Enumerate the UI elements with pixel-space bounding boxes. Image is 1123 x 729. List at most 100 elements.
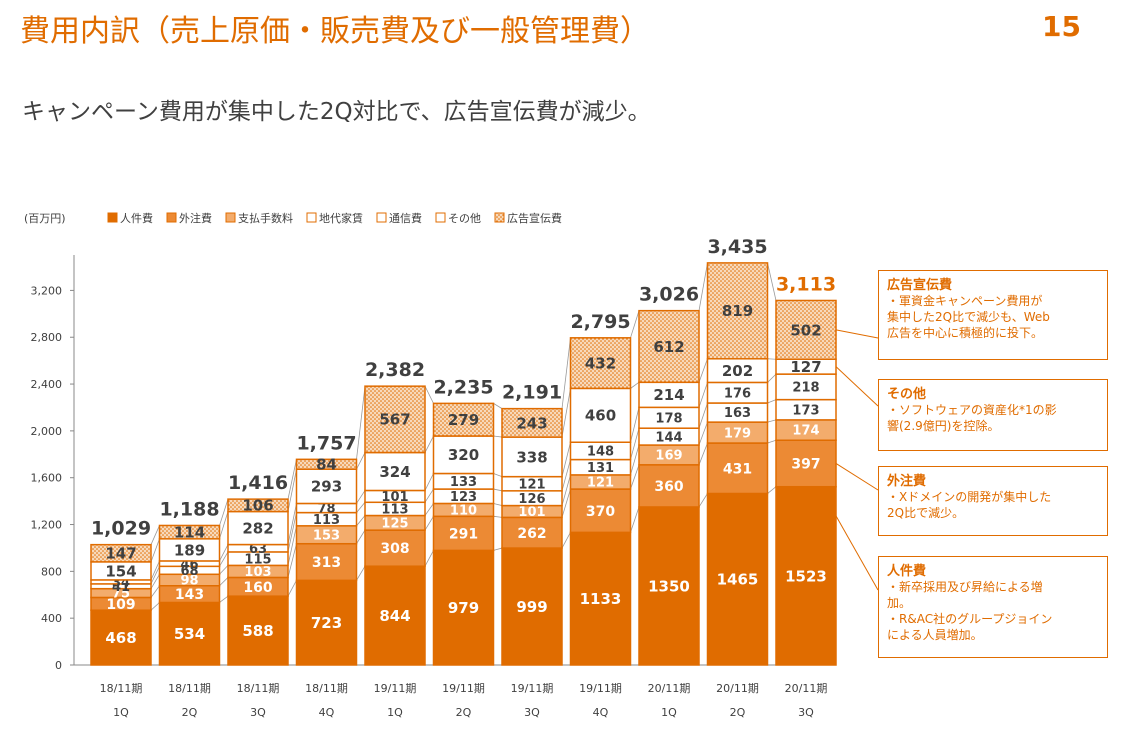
bar-segment — [432, 402, 495, 437]
series-connector — [767, 262, 777, 301]
legend-label: 外注費 — [179, 211, 212, 225]
data-label: 113 — [313, 513, 340, 528]
callout-labor: 人件費 ・新卒採用及び昇給による増 加。 ・R&AC社のグループジョイン による… — [878, 556, 1108, 658]
series-connector — [287, 543, 297, 578]
series-connector — [424, 435, 434, 453]
data-label: 313 — [312, 555, 341, 571]
total-label: 3,113 — [776, 273, 836, 295]
data-label: 460 — [585, 407, 616, 425]
total-label: 3,026 — [639, 284, 699, 306]
data-label: 979 — [448, 599, 479, 617]
series-connector — [150, 538, 160, 563]
y-tick-label: 1,200 — [31, 519, 63, 532]
series-connector — [356, 502, 366, 513]
total-label: 2,235 — [433, 376, 493, 398]
y-tick-label: 400 — [41, 612, 62, 625]
legend-swatch — [494, 212, 505, 223]
data-label: 106 — [242, 497, 273, 515]
data-label: 114 — [174, 524, 205, 542]
series-connector — [356, 490, 366, 504]
callout-outsourcing-body: ・Xドメインの開発が集中した 2Q比で減少。 — [887, 490, 1052, 520]
callout-advertising: 広告宣伝費 ・軍資金キャンペーン費用が 集中した2Q比で減少も、Web 広告を中… — [878, 270, 1108, 360]
bar-segment — [364, 529, 426, 567]
series-connector — [561, 388, 571, 438]
bar-segment — [90, 543, 152, 563]
callout-other-body: ・ソフトウェアの資産化*1の影 響(2.9億円)を控除。 — [887, 403, 1057, 433]
data-label: 567 — [379, 411, 410, 429]
data-label: 127 — [790, 358, 821, 376]
data-label: 1465 — [717, 571, 759, 589]
y-tick-label: 2,000 — [31, 425, 63, 438]
series-connector — [150, 560, 160, 581]
x-tick-label: 4Q — [593, 706, 609, 719]
data-label: 431 — [723, 461, 752, 477]
data-label: 173 — [792, 403, 819, 418]
callout-labor-body: ・新卒採用及び昇給による増 加。 ・R&AC社のグループジョイン による人員増加… — [887, 580, 1053, 642]
series-connector — [698, 382, 708, 408]
data-label: 176 — [724, 386, 751, 401]
legend-swatch — [435, 212, 446, 223]
data-label: 68 — [180, 564, 198, 579]
data-label: 612 — [653, 338, 684, 356]
bar-segment — [638, 506, 700, 666]
bar-segment — [295, 458, 358, 470]
data-label: 154 — [105, 562, 136, 580]
bar-segment — [364, 451, 426, 492]
data-label: 169 — [655, 449, 682, 464]
series-connector — [493, 515, 503, 518]
y-tick-label: 800 — [41, 565, 62, 578]
x-tick-label: 3Q — [798, 706, 814, 719]
data-label: 293 — [311, 478, 342, 496]
data-label: 218 — [792, 381, 819, 396]
bar-segment — [569, 488, 632, 534]
x-tick-label: 1Q — [661, 706, 677, 719]
y-tick-label: 0 — [55, 659, 62, 672]
data-label: 103 — [244, 565, 271, 580]
y-tick-label: 1,600 — [31, 472, 63, 485]
x-tick-label: 18/11期 — [237, 682, 280, 695]
series-connector — [150, 602, 160, 611]
total-label: 1,188 — [159, 498, 219, 520]
data-label: 308 — [380, 541, 409, 557]
bar-segment — [775, 439, 837, 488]
data-label: 113 — [381, 503, 408, 518]
data-label: 109 — [106, 597, 135, 613]
series-connector — [219, 499, 229, 526]
series-connector — [698, 402, 708, 429]
x-tick-label: 1Q — [113, 706, 129, 719]
x-tick-label: 1Q — [387, 706, 403, 719]
series-connector — [767, 419, 777, 423]
legend-label: 通信費 — [389, 211, 422, 225]
callout-leader-line — [835, 515, 879, 591]
series-connector — [630, 444, 640, 476]
series-connector — [493, 547, 503, 551]
data-label: 125 — [381, 517, 408, 532]
x-tick-label: 20/11期 — [648, 682, 691, 695]
data-label: 144 — [655, 430, 682, 445]
x-tick-label: 19/11期 — [442, 682, 485, 695]
data-label: 174 — [792, 424, 819, 439]
data-label: 370 — [586, 504, 615, 520]
bar-segment — [706, 442, 769, 495]
bar-segment — [364, 565, 426, 666]
data-label: 819 — [722, 302, 753, 320]
series-connector — [698, 262, 708, 311]
total-label: 2,382 — [365, 359, 425, 381]
series-connector — [424, 488, 434, 503]
data-label: 1133 — [580, 590, 622, 608]
slide-title: 費用内訳（売上原価・販売費及び一般管理費） — [20, 14, 650, 49]
series-connector — [424, 385, 434, 404]
data-label: 147 — [105, 545, 136, 563]
data-label: 123 — [450, 490, 477, 505]
data-label: 324 — [379, 463, 410, 481]
bar-segment — [706, 262, 769, 360]
series-connector — [356, 386, 366, 460]
page-number: 15 — [1042, 10, 1081, 43]
series-connector — [493, 488, 503, 492]
series-connector — [630, 506, 640, 533]
series-connector — [424, 473, 434, 491]
data-label: 115 — [244, 552, 271, 567]
data-label: 262 — [517, 526, 546, 542]
total-label: 3,435 — [707, 236, 767, 258]
